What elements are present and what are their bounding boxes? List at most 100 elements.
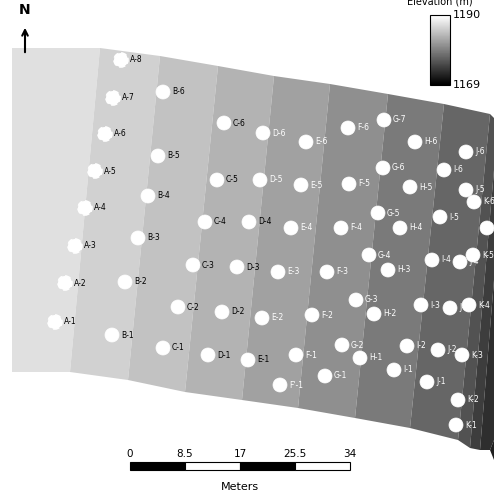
Circle shape [217, 116, 231, 130]
Circle shape [459, 145, 473, 159]
Text: I-6: I-6 [453, 166, 463, 174]
Circle shape [425, 253, 439, 267]
Circle shape [414, 298, 428, 312]
Text: H-5: H-5 [419, 182, 432, 192]
Circle shape [48, 315, 62, 329]
Text: 1190: 1190 [453, 10, 481, 20]
Text: D-3: D-3 [246, 262, 259, 272]
Text: I-2: I-2 [416, 342, 426, 350]
Text: G-3: G-3 [365, 296, 378, 304]
Circle shape [289, 348, 303, 362]
Text: F-2: F-2 [321, 310, 333, 320]
Text: K-2: K-2 [467, 396, 479, 404]
Text: E-5: E-5 [310, 180, 323, 190]
Circle shape [377, 113, 391, 127]
Text: 25.5: 25.5 [284, 449, 307, 459]
Circle shape [88, 164, 102, 178]
Circle shape [342, 177, 356, 191]
Circle shape [273, 378, 287, 392]
Text: A-7: A-7 [122, 94, 135, 102]
Circle shape [210, 173, 224, 187]
Circle shape [171, 300, 185, 314]
Circle shape [433, 210, 447, 224]
Text: C-1: C-1 [172, 344, 185, 352]
Circle shape [400, 339, 414, 353]
Text: F-5: F-5 [358, 180, 370, 188]
Text: F-4: F-4 [350, 224, 362, 232]
Circle shape [156, 85, 170, 99]
Circle shape [455, 348, 469, 362]
Text: C-2: C-2 [187, 302, 200, 312]
Text: A-5: A-5 [104, 166, 117, 175]
Circle shape [58, 276, 72, 290]
Polygon shape [242, 76, 330, 408]
Circle shape [198, 215, 212, 229]
Circle shape [376, 161, 390, 175]
Text: H-4: H-4 [409, 224, 422, 232]
Circle shape [151, 149, 165, 163]
Circle shape [371, 206, 385, 220]
Circle shape [253, 173, 267, 187]
Text: G-4: G-4 [378, 250, 392, 260]
Circle shape [230, 260, 244, 274]
Text: J-2: J-2 [447, 346, 456, 354]
Circle shape [467, 195, 481, 209]
Circle shape [320, 265, 334, 279]
Text: E-2: E-2 [271, 314, 283, 322]
Polygon shape [410, 104, 490, 440]
Circle shape [141, 189, 155, 203]
Polygon shape [70, 48, 160, 380]
Polygon shape [12, 48, 100, 372]
Circle shape [480, 221, 494, 235]
Bar [295, 462, 350, 470]
Text: 17: 17 [233, 449, 247, 459]
Circle shape [462, 298, 476, 312]
Circle shape [271, 265, 285, 279]
Text: B-1: B-1 [121, 330, 133, 340]
Circle shape [105, 328, 119, 342]
Text: A-4: A-4 [94, 204, 107, 212]
Circle shape [341, 121, 355, 135]
Polygon shape [185, 66, 274, 400]
Circle shape [443, 301, 457, 315]
Polygon shape [470, 170, 494, 450]
Circle shape [408, 135, 422, 149]
Text: 0: 0 [127, 449, 133, 459]
Text: A-2: A-2 [74, 278, 86, 287]
Text: H-3: H-3 [397, 266, 411, 274]
Circle shape [284, 221, 298, 235]
Polygon shape [480, 280, 494, 450]
Circle shape [453, 255, 467, 269]
Text: K-6: K-6 [483, 198, 494, 206]
Text: J-6: J-6 [475, 148, 485, 156]
Text: G-5: G-5 [387, 208, 401, 218]
Text: B-5: B-5 [167, 152, 180, 160]
Text: I-3: I-3 [430, 300, 440, 310]
Text: Meters: Meters [221, 482, 259, 492]
Text: K-5: K-5 [482, 250, 494, 260]
Bar [185, 462, 240, 470]
Text: 8.5: 8.5 [177, 449, 193, 459]
Circle shape [215, 305, 229, 319]
Text: J-5: J-5 [475, 186, 485, 194]
Circle shape [118, 275, 132, 289]
Text: G-6: G-6 [392, 164, 406, 172]
Circle shape [305, 308, 319, 322]
Text: Elevation (m): Elevation (m) [407, 0, 473, 7]
Circle shape [353, 351, 367, 365]
Circle shape [241, 353, 255, 367]
Text: J-3: J-3 [459, 304, 469, 312]
Circle shape [106, 91, 120, 105]
Text: E-1: E-1 [257, 356, 269, 364]
Circle shape [362, 248, 376, 262]
Text: D-4: D-4 [258, 218, 272, 226]
Text: H-6: H-6 [424, 138, 437, 146]
Text: D-2: D-2 [231, 308, 245, 316]
Text: F-6: F-6 [357, 124, 369, 132]
Circle shape [387, 363, 401, 377]
Bar [240, 462, 295, 470]
Circle shape [367, 307, 381, 321]
Polygon shape [298, 84, 388, 418]
Circle shape [437, 163, 451, 177]
Text: 34: 34 [343, 449, 357, 459]
